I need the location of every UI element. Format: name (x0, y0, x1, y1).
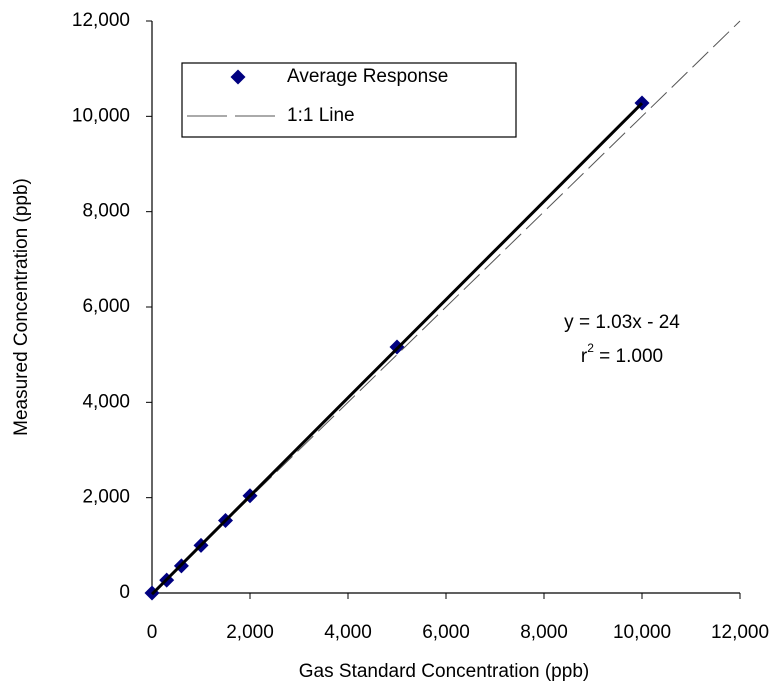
y-tick-label: 6,000 (82, 296, 130, 317)
equation: y = 1.03x - 24 (564, 312, 680, 333)
y-tick-label: 12,000 (72, 10, 130, 31)
x-tick-label: 6,000 (422, 622, 470, 643)
y-tick-label: 8,000 (82, 201, 130, 222)
x-tick-label: 10,000 (613, 622, 671, 643)
legend-marker (230, 69, 246, 85)
x-tick-label: 2,000 (226, 622, 274, 643)
x-tick-label: 4,000 (324, 622, 372, 643)
y-tick-label: 0 (119, 582, 130, 603)
x-tick-label: 0 (147, 622, 158, 643)
r-squared: r2 = 1.000 (581, 341, 663, 367)
y-tick-label: 2,000 (82, 487, 130, 508)
y-tick-label: 4,000 (82, 391, 130, 412)
x-tick-label: 8,000 (520, 622, 568, 643)
x-tick-label: 12,000 (711, 622, 769, 643)
legend-label: Average Response (287, 66, 448, 87)
r-rest: = 1.000 (594, 346, 663, 367)
r-sup: 2 (587, 341, 594, 355)
legend-label: 1:1 Line (287, 105, 355, 126)
x-axis-title: Gas Standard Concentration (ppb) (299, 661, 589, 682)
y-axis-title: Measured Concentration (ppb) (11, 178, 32, 436)
y-tick-label: 10,000 (72, 105, 130, 126)
r-base: r (581, 346, 588, 367)
trend-line (150, 102, 644, 596)
